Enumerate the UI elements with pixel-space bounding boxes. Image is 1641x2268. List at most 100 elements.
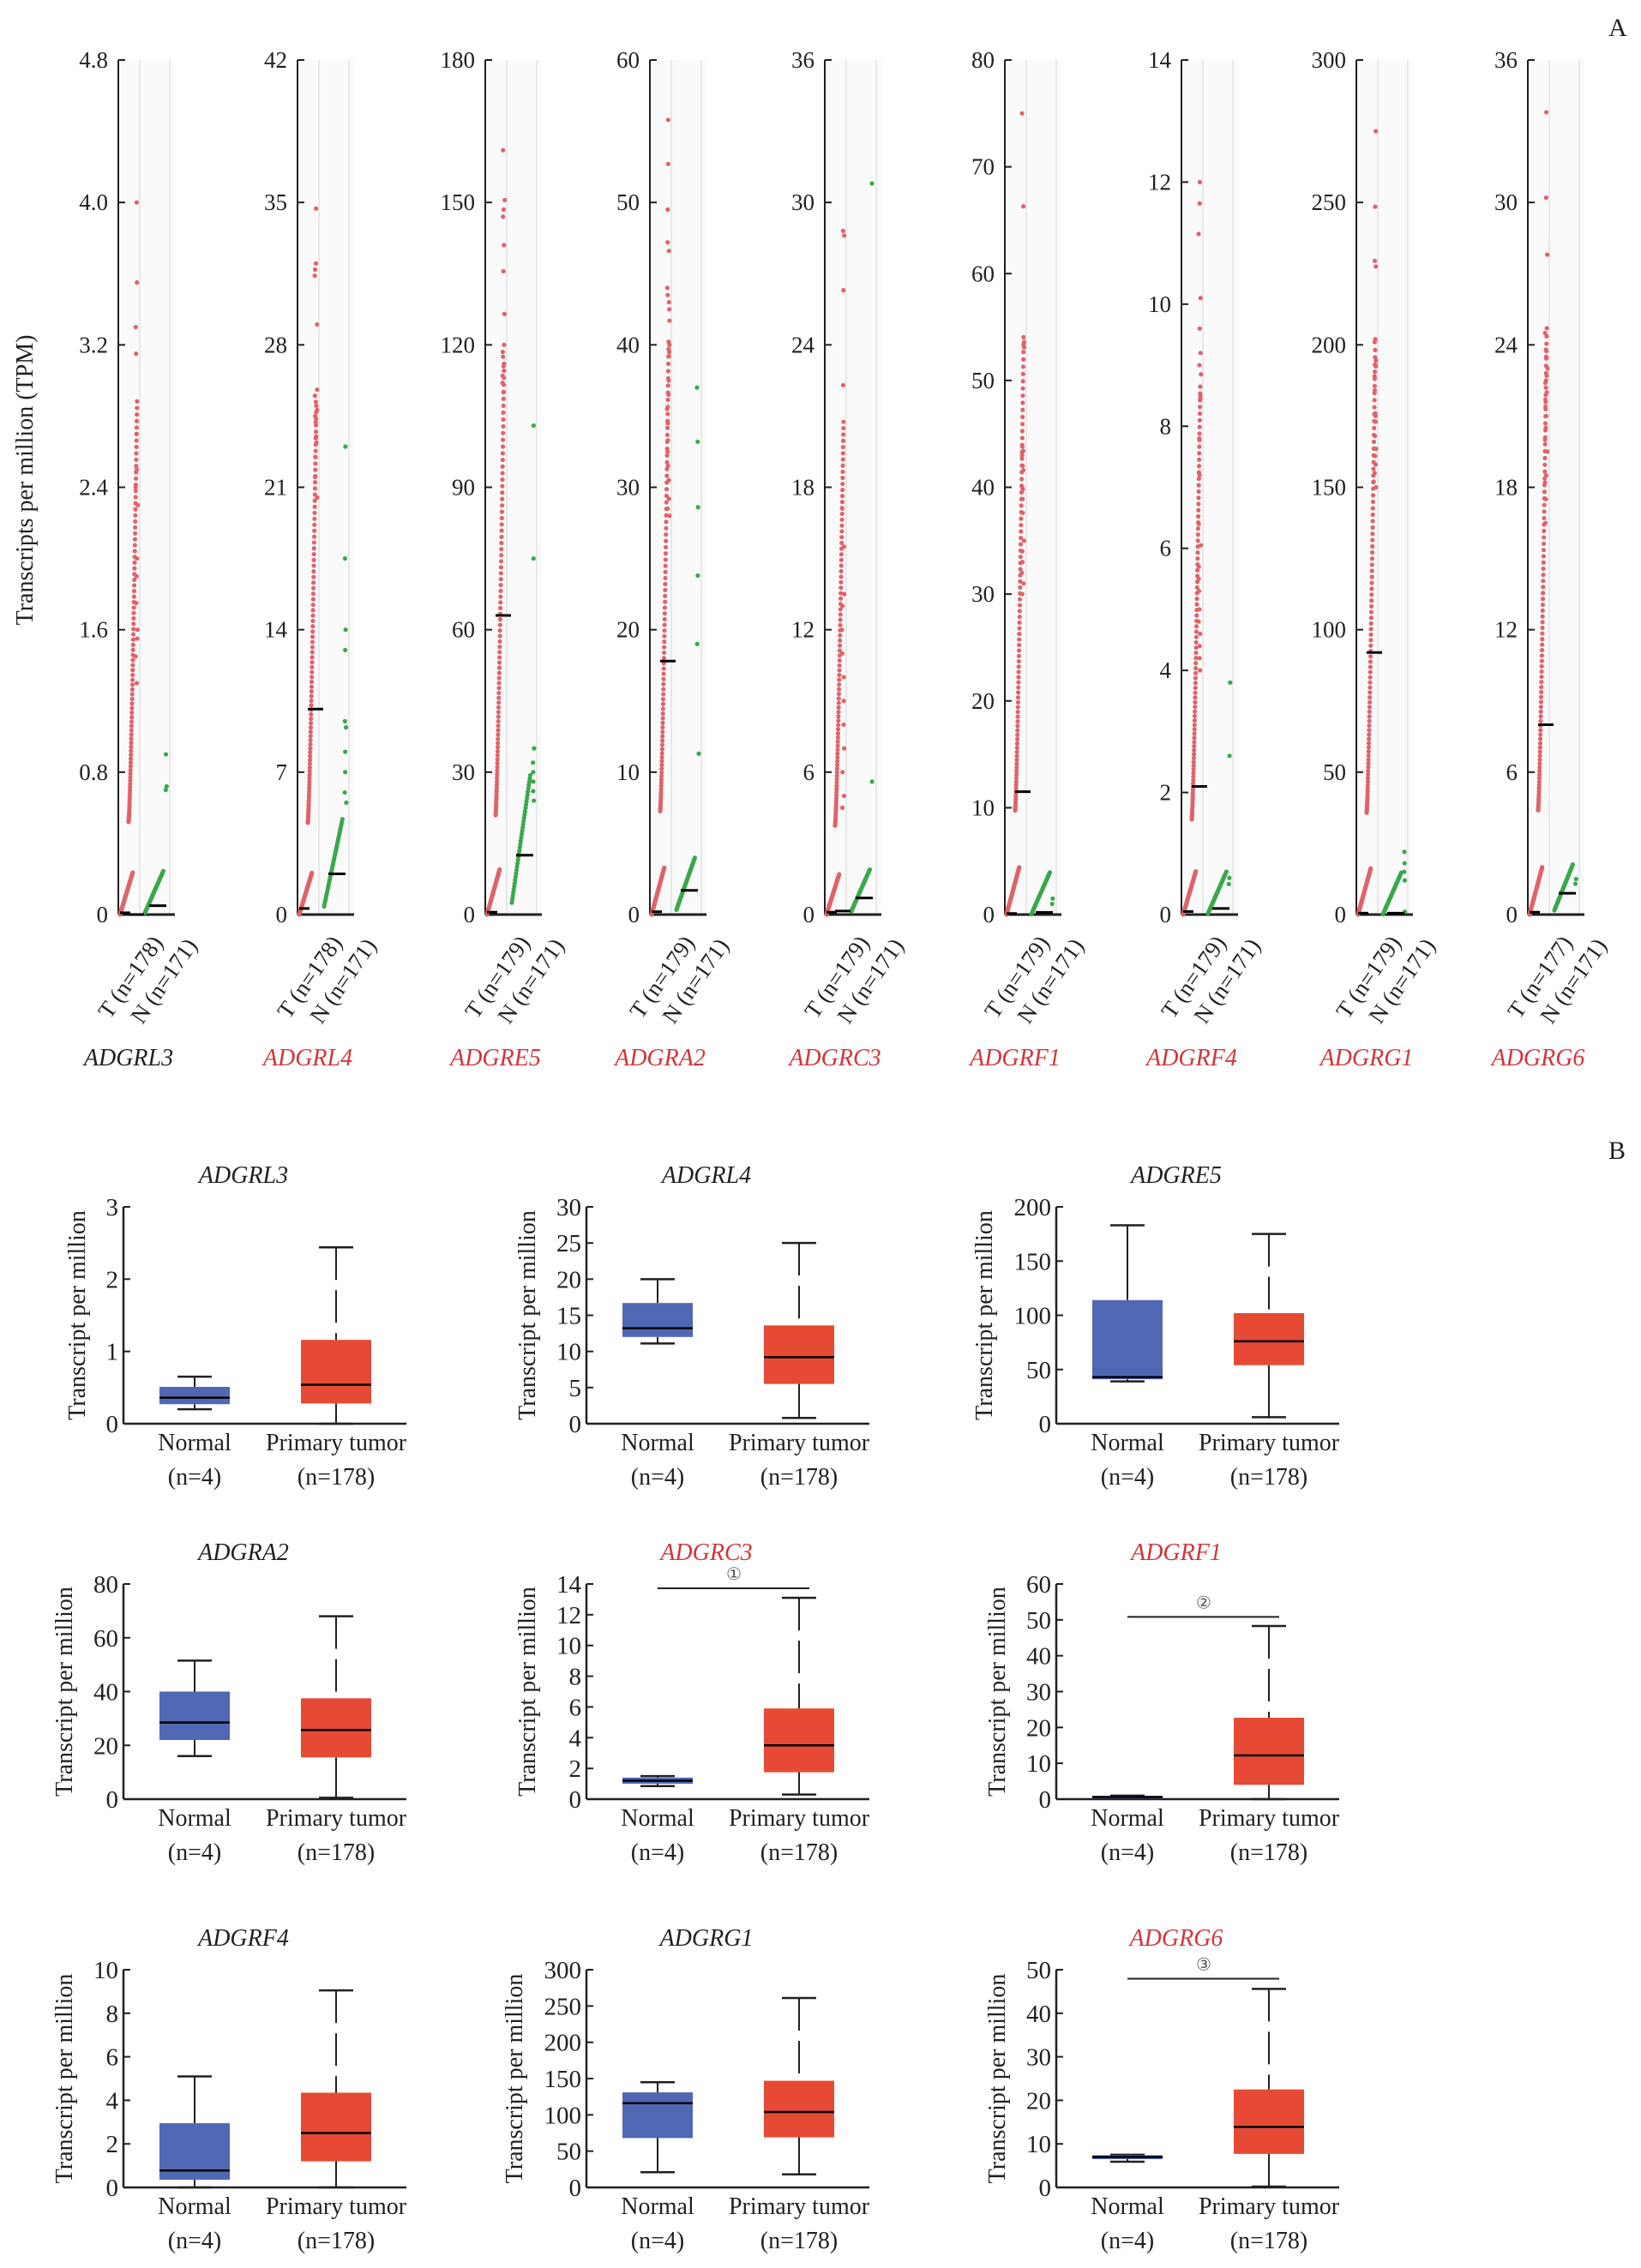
tumor-point xyxy=(311,534,317,539)
tumor-point xyxy=(1537,768,1542,774)
tumor-point xyxy=(1542,421,1548,426)
tumor-point xyxy=(665,207,670,213)
tumor-point xyxy=(1016,675,1021,680)
tumor-point xyxy=(1366,757,1371,762)
tumor-point xyxy=(495,749,501,754)
tumor-point xyxy=(837,648,843,653)
plot-background xyxy=(825,60,881,915)
y-tick-label: 6 xyxy=(803,759,815,785)
tumor-point xyxy=(1013,783,1019,788)
tumor-point xyxy=(836,691,842,697)
tumor-point xyxy=(1020,496,1025,501)
y-tick-label: 2.4 xyxy=(79,475,108,501)
tumor-point xyxy=(1196,231,1201,237)
y-tick-label: 6 xyxy=(569,1694,582,1721)
tumor-point xyxy=(1540,608,1545,613)
tumor-point xyxy=(132,543,137,548)
tumor-point xyxy=(313,419,318,425)
tumor-point xyxy=(1194,602,1199,607)
normal-point xyxy=(343,725,349,730)
y-axis-label: Transcript per million xyxy=(984,1587,1011,1797)
tumor-point xyxy=(134,464,139,469)
tumor-point xyxy=(128,784,133,790)
tumor-point xyxy=(661,671,666,676)
tumor-point xyxy=(1193,639,1199,645)
tumor-point xyxy=(1193,685,1198,691)
tumor-point xyxy=(1543,354,1549,359)
tumor-point xyxy=(309,689,314,694)
tumor-point xyxy=(1193,660,1199,666)
y-tick-label: 2 xyxy=(106,2131,119,2158)
y-tick-label: 12 xyxy=(556,1602,581,1629)
tumor-point xyxy=(1193,675,1199,681)
plot-title: ADGRA2 xyxy=(196,1539,289,1566)
y-tick-label: 180 xyxy=(441,47,476,73)
tumor-point xyxy=(128,778,133,783)
tumor-point xyxy=(839,568,844,573)
category-label: Primary tumor xyxy=(1199,2193,1340,2220)
tumor-point xyxy=(133,513,138,518)
category-count: (n=178) xyxy=(1230,1839,1307,1866)
normal-point xyxy=(694,641,700,646)
tumor-point xyxy=(661,666,666,671)
tumor-point xyxy=(660,706,665,711)
tumor-point xyxy=(128,756,134,761)
tumor-point xyxy=(1193,634,1199,639)
tumor-point xyxy=(1197,405,1203,410)
tumor-point xyxy=(1198,351,1203,356)
normal-point xyxy=(695,573,700,579)
y-tick-label: 42 xyxy=(264,47,287,73)
tumor-point xyxy=(1372,471,1377,476)
tumor-point xyxy=(659,747,664,752)
tumor-point xyxy=(129,705,135,711)
tumor-point xyxy=(308,753,313,759)
tumor-point xyxy=(1197,417,1202,423)
tumor-point xyxy=(839,574,844,579)
y-tick-label: 20 xyxy=(556,1266,581,1293)
tumor-point xyxy=(1369,592,1374,597)
y-tick-label: 10 xyxy=(616,759,640,785)
tumor-point xyxy=(838,622,843,627)
tumor-point xyxy=(1543,347,1548,352)
tumor-point xyxy=(311,580,316,585)
tumor-point xyxy=(666,354,671,359)
tumor-point xyxy=(1544,390,1549,395)
normal-point xyxy=(164,783,169,789)
tumor-point xyxy=(842,233,847,238)
tumor-point xyxy=(1365,779,1371,784)
tumor-point xyxy=(312,486,318,491)
y-tick-label: 30 xyxy=(1026,1679,1051,1707)
tumor-point xyxy=(1016,690,1021,695)
y-tick-label: 60 xyxy=(971,261,995,286)
normal-point xyxy=(510,893,515,899)
tumor-point xyxy=(1193,665,1199,671)
tumor-point xyxy=(1536,776,1542,781)
normal-point xyxy=(1402,849,1407,855)
tumor-point xyxy=(1367,728,1372,733)
tumor-point xyxy=(496,718,501,724)
tumor-point xyxy=(313,261,319,266)
tumor-point xyxy=(1367,718,1372,723)
normal-point xyxy=(518,842,523,847)
normal-point xyxy=(531,760,536,765)
tumor-point xyxy=(661,692,666,697)
tumor-point xyxy=(495,745,501,750)
normal-point xyxy=(515,861,520,867)
tumor-point xyxy=(1542,480,1548,485)
tumor-point xyxy=(660,725,665,730)
tumor-point xyxy=(129,728,134,733)
tumor-point xyxy=(1198,296,1203,301)
tumor-point xyxy=(662,605,668,610)
tumor-point xyxy=(310,660,315,665)
tumor-point xyxy=(498,559,504,564)
tumor-point xyxy=(1192,747,1197,753)
tumor-point xyxy=(1541,560,1546,565)
tumor-point xyxy=(837,657,842,663)
y-tick-label: 28 xyxy=(264,332,287,357)
normal-point xyxy=(342,789,347,795)
tumor-point xyxy=(665,361,671,367)
tumor-point xyxy=(133,495,138,500)
tumor-point xyxy=(1195,567,1200,573)
tumor-point xyxy=(665,397,670,403)
tumor-point xyxy=(1199,372,1204,377)
